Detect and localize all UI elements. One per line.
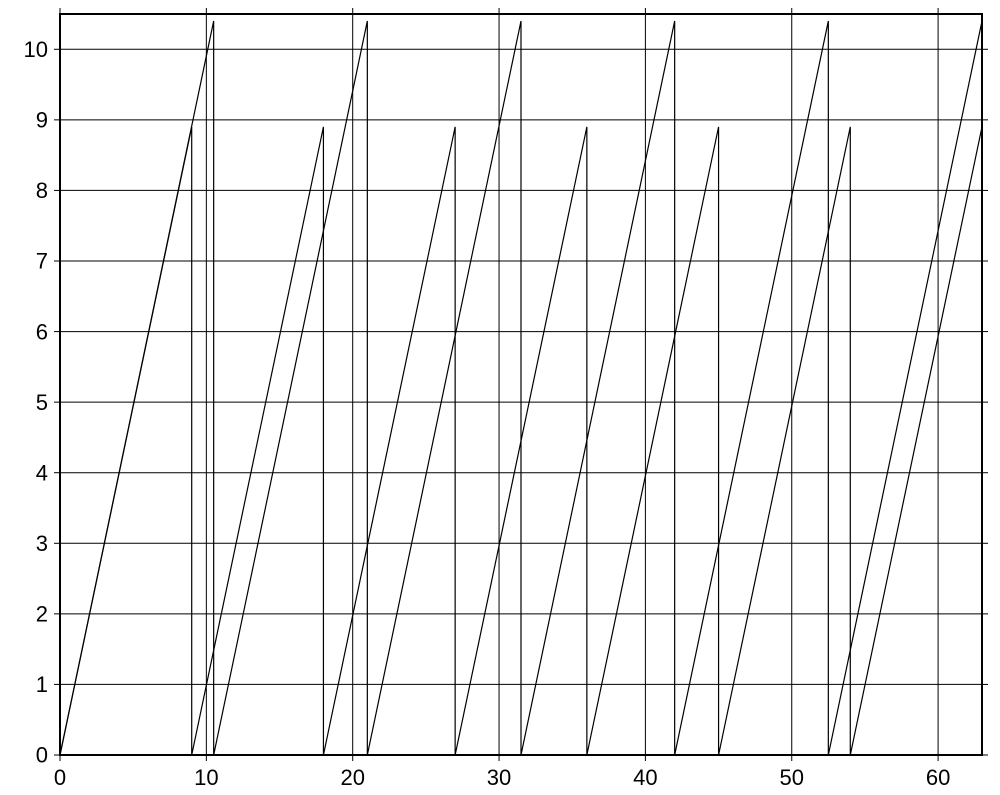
y-tick-label: 6	[36, 319, 48, 344]
x-tick-label: 40	[633, 765, 657, 790]
y-tick-label: 8	[36, 178, 48, 203]
x-tick-label: 50	[780, 765, 804, 790]
y-tick-label: 1	[36, 672, 48, 697]
x-tick-label: 10	[194, 765, 218, 790]
y-tick-label: 10	[24, 37, 48, 62]
y-tick-label: 4	[36, 460, 48, 485]
y-tick-label: 3	[36, 531, 48, 556]
x-tick-label: 30	[487, 765, 511, 790]
chart-container: 0 10 20 30 40 50 60 0 1 2 3 4 5 6 7 8 9 10	[0, 0, 1000, 795]
x-tick-label: 20	[340, 765, 364, 790]
y-tick-label: 5	[36, 390, 48, 415]
y-tick-label: 2	[36, 602, 48, 627]
y-tick-label: 7	[36, 249, 48, 274]
x-tick-label: 0	[54, 765, 66, 790]
line-chart: 0 10 20 30 40 50 60 0 1 2 3 4 5 6 7 8 9 10	[0, 0, 1000, 795]
y-tick-label: 9	[36, 108, 48, 133]
y-tick-label: 0	[36, 743, 48, 768]
x-tick-label: 60	[926, 765, 950, 790]
